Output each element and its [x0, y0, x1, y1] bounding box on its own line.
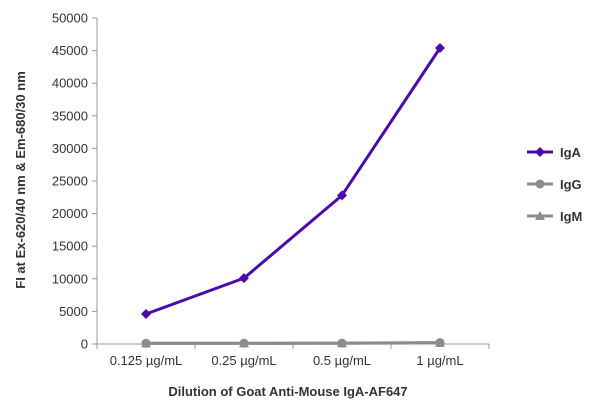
data-point-igg — [337, 338, 347, 348]
y-tick-label: 15000 — [52, 239, 88, 254]
y-tick-label: 35000 — [52, 108, 88, 123]
x-axis: 0.125 µg/mL 0.25 µg/mL 0.5 µg/mL 1 µg/mL — [96, 343, 490, 368]
legend-item-igm: IgM — [527, 209, 582, 224]
y-axis: 0 5000 10000 15000 20000 25000 30000 35000 40000… — [52, 11, 98, 352]
legend-label-igg: IgG — [560, 177, 582, 192]
legend: IgA IgG IgM — [527, 145, 582, 224]
y-tick-label: 25000 — [52, 174, 88, 189]
y-tick-label: 20000 — [52, 206, 88, 221]
y-axis-title: FI at Ex-620/40 nm & Em-680/30 nm — [13, 71, 28, 288]
series-layer — [141, 42, 445, 348]
data-point-iga — [435, 42, 445, 53]
data-point-iga — [337, 190, 347, 201]
y-tick-label: 5000 — [59, 304, 88, 319]
legend-label-igm: IgM — [560, 209, 582, 224]
series-igg — [141, 338, 445, 348]
y-tick-label: 30000 — [52, 141, 88, 156]
x-tick-label: 1 µg/mL — [416, 353, 463, 368]
y-tick-label: 45000 — [52, 43, 88, 58]
series-line-igg — [146, 341, 441, 345]
x-tick-label: 0.125 µg/mL — [110, 353, 183, 368]
data-point-igg — [141, 338, 151, 348]
legend-marker-iga — [535, 147, 545, 157]
legend-item-igg: IgG — [527, 177, 582, 192]
legend-marker-igg — [535, 179, 545, 189]
data-point-igg — [239, 338, 249, 348]
data-point-iga — [141, 309, 151, 320]
y-tick-label: 50000 — [52, 11, 88, 26]
data-point-iga — [239, 273, 249, 284]
legend-item-iga: IgA — [527, 145, 582, 160]
x-tick-label: 0.25 µg/mL — [211, 353, 276, 368]
x-tick-label: 0.5 µg/mL — [313, 353, 371, 368]
series-line-iga — [145, 47, 442, 316]
series-iga — [141, 42, 445, 320]
data-point-igg — [435, 338, 445, 348]
legend-label-iga: IgA — [560, 145, 582, 160]
x-axis-title: Dilution of Goat Anti-Mouse IgA-AF647 — [168, 384, 407, 399]
legend-marker-igm — [535, 211, 545, 220]
y-tick-label: 10000 — [52, 271, 88, 286]
y-tick-label: 40000 — [52, 76, 88, 91]
y-tick-label: 0 — [81, 337, 88, 352]
